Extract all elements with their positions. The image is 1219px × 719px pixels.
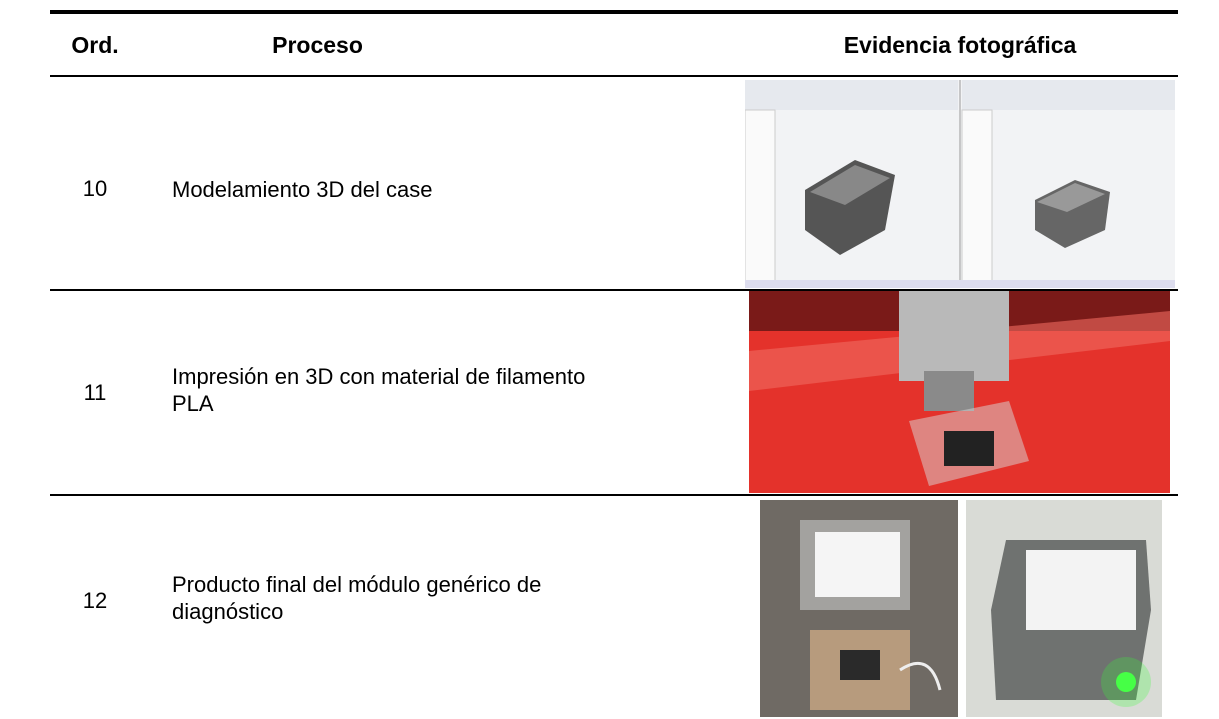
header-rule — [50, 75, 1178, 77]
row-number: 10 — [82, 176, 108, 201]
product-photo — [966, 500, 1162, 717]
printer-photo — [749, 291, 1170, 493]
row-rule — [50, 494, 1178, 496]
top-rule — [50, 10, 1178, 14]
row-rule — [50, 289, 1178, 291]
row-number: 12 — [82, 588, 108, 613]
row-number: 11 — [83, 380, 107, 405]
header-cell: Ord. — [71, 32, 119, 58]
cad-screenshot — [745, 80, 1175, 288]
row-process: Modelamiento 3D del case — [172, 177, 433, 202]
header-cell: Proceso — [272, 32, 363, 58]
header-cell: Evidencia fotográfica — [843, 32, 1077, 58]
row-process: Impresión en 3D con material de filament… — [172, 364, 586, 416]
product-photo — [760, 500, 958, 717]
row-process: Producto final del módulo genérico de di… — [172, 572, 542, 624]
